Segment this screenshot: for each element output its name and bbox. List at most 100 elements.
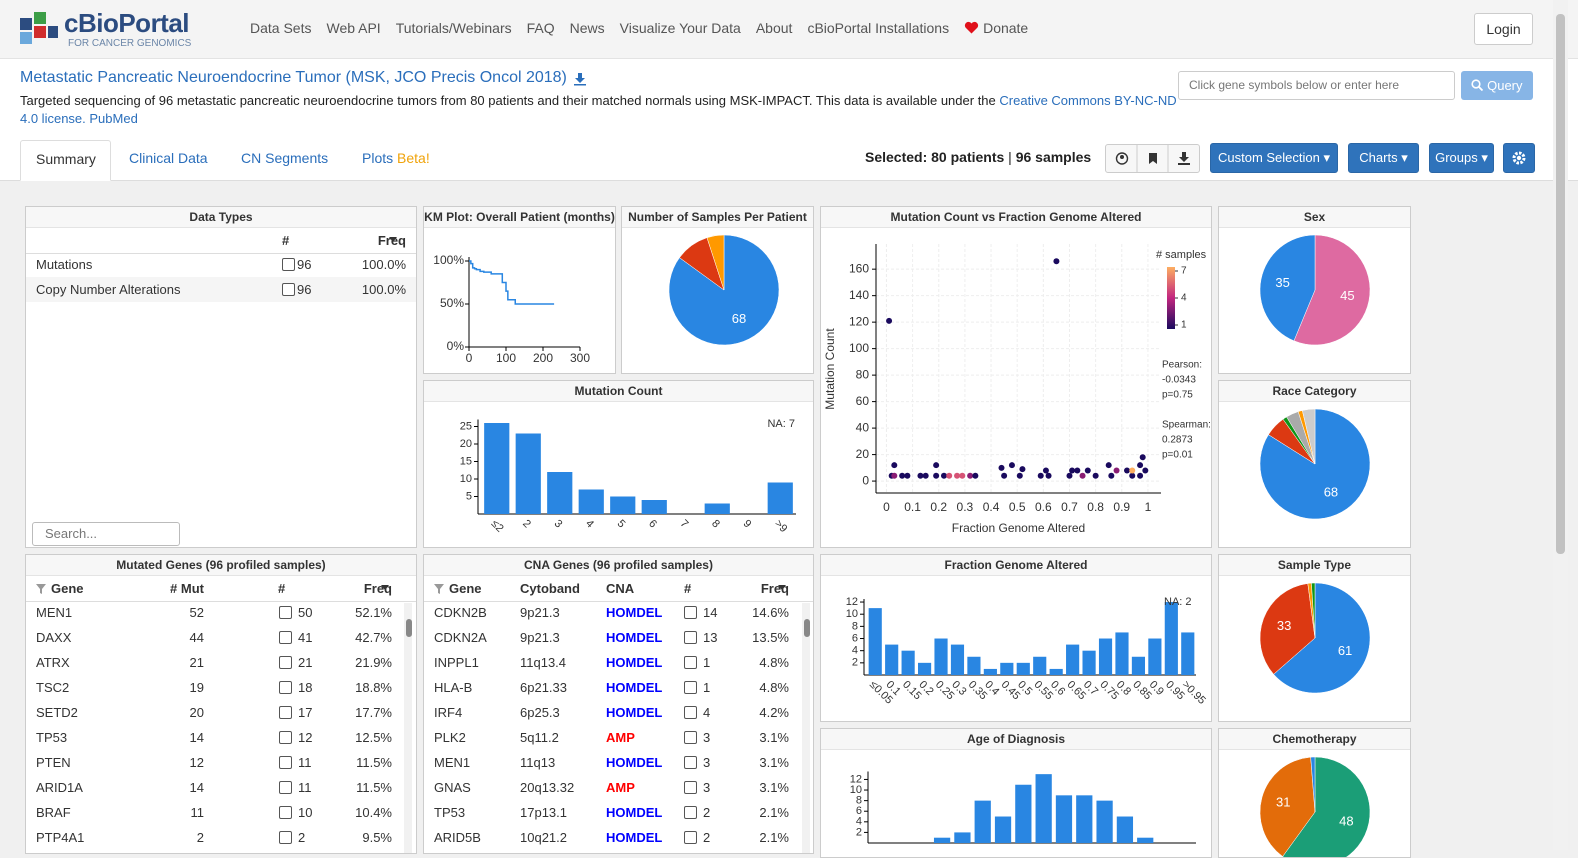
- nav-link[interactable]: Tutorials/Webinars: [395, 20, 512, 36]
- download-icon[interactable]: [573, 72, 587, 86]
- custom-selection-button[interactable]: Custom Selection ▾: [1210, 143, 1338, 173]
- table-cell: 4.2%: [759, 705, 789, 720]
- y-tick-label: 10: [460, 473, 472, 485]
- column-header[interactable]: Cytoband: [520, 581, 580, 596]
- login-button[interactable]: Login: [1474, 13, 1533, 45]
- table-scrollbar[interactable]: [404, 603, 412, 853]
- checkbox[interactable]: [279, 606, 292, 619]
- gene-input[interactable]: Click gene symbols below or enter here: [1178, 71, 1455, 100]
- pubmed-link[interactable]: PubMed: [89, 111, 138, 126]
- nav-link[interactable]: FAQ: [526, 20, 555, 36]
- column-header[interactable]: Freq: [363, 581, 392, 596]
- search-box[interactable]: Search...: [32, 522, 180, 546]
- table-cell: 100.0%: [361, 257, 406, 272]
- chart: 48 31: [1259, 756, 1371, 857]
- table-cell: 13: [703, 630, 718, 645]
- table-cell: 19: [189, 680, 204, 695]
- checkbox[interactable]: [684, 631, 697, 644]
- bar: [885, 644, 899, 675]
- nav-link[interactable]: Visualize Your Data: [619, 20, 741, 36]
- checkbox[interactable]: [279, 781, 292, 794]
- charts-button[interactable]: Charts ▾: [1348, 143, 1419, 173]
- nav-link[interactable]: News: [569, 20, 605, 36]
- table-scroll-thumb[interactable]: [804, 619, 810, 637]
- column-header[interactable]: Gene: [51, 581, 84, 596]
- nav-link[interactable]: About: [755, 20, 793, 36]
- scatter-point: [933, 462, 940, 469]
- checkbox[interactable]: [279, 681, 292, 694]
- panel-title: Age of Diagnosis: [821, 729, 1211, 750]
- correlation-text: Spearman:: [1162, 420, 1211, 431]
- x-tick-label: 4: [583, 518, 596, 531]
- column-header[interactable]: CNA: [606, 581, 635, 596]
- legend-title: # samples: [1156, 249, 1207, 261]
- checkbox[interactable]: [684, 656, 697, 669]
- query-button[interactable]: Query: [1461, 71, 1533, 100]
- y-tick-label: 12: [850, 773, 862, 785]
- table-scroll-thumb[interactable]: [406, 619, 412, 637]
- nav-link[interactable]: cBioPortal Installations: [807, 20, 950, 36]
- donate-link[interactable]: Donate: [964, 20, 1028, 36]
- tab-label: Plots: [362, 150, 394, 166]
- checkbox[interactable]: [684, 681, 697, 694]
- x-tick-label: 0.6: [1035, 500, 1052, 514]
- table-cell: 10: [298, 805, 313, 820]
- table-cell: 14: [189, 730, 204, 745]
- checkbox[interactable]: [279, 756, 292, 769]
- table-cell: 20q13.32: [520, 780, 575, 795]
- checkbox[interactable]: [684, 756, 697, 769]
- column-header[interactable]: Freq: [760, 581, 789, 596]
- table-cell: 2: [703, 805, 711, 820]
- tab[interactable]: Plots Beta!: [362, 150, 430, 166]
- scrollbar-thumb[interactable]: [1556, 14, 1565, 554]
- checkbox[interactable]: [684, 706, 697, 719]
- chart: 45 35: [1259, 234, 1371, 346]
- column-header[interactable]: #: [278, 581, 286, 596]
- nav-link[interactable]: Data Sets: [250, 20, 312, 36]
- table-cell: 3.1%: [759, 755, 789, 770]
- column-header[interactable]: Gene: [449, 581, 482, 596]
- settings-button[interactable]: [1503, 143, 1535, 173]
- checkbox[interactable]: [279, 706, 292, 719]
- column-header[interactable]: #: [684, 581, 692, 596]
- sample-type-panel: 61 33 Sample Type: [1218, 554, 1411, 722]
- y-tick-label: 100: [849, 341, 869, 355]
- bar: [1033, 656, 1047, 675]
- pie-label: 33: [1277, 618, 1291, 633]
- scatter-point: [1001, 472, 1008, 479]
- nav-link[interactable]: Web API: [326, 20, 381, 36]
- tab[interactable]: Clinical Data: [129, 150, 208, 166]
- tab[interactable]: Summary: [36, 151, 96, 167]
- checkbox[interactable]: [279, 656, 292, 669]
- checkbox[interactable]: [684, 606, 697, 619]
- column-header[interactable]: # Mut: [170, 581, 204, 596]
- checkbox[interactable]: [684, 806, 697, 819]
- checkbox[interactable]: [279, 831, 292, 844]
- scrollbar[interactable]: [1553, 0, 1568, 850]
- icon-button-glyphs[interactable]: [1106, 145, 1199, 172]
- panel-title: Sample Type: [1219, 555, 1410, 576]
- checkbox[interactable]: [279, 631, 292, 644]
- checkbox[interactable]: [684, 781, 697, 794]
- x-tick-label: 1: [1145, 500, 1152, 514]
- checkbox[interactable]: [282, 258, 295, 271]
- tab[interactable]: CN Segments: [241, 150, 329, 166]
- checkbox[interactable]: [279, 806, 292, 819]
- checkbox[interactable]: [282, 283, 295, 296]
- groups-button[interactable]: Groups ▾: [1429, 143, 1494, 173]
- y-axis-title: Mutation Count: [823, 328, 837, 410]
- x-tick-label: 0.4: [983, 500, 1000, 514]
- column-header[interactable]: #: [282, 233, 290, 248]
- checkbox[interactable]: [279, 731, 292, 744]
- scatter-point: [1074, 467, 1081, 474]
- pie-slice: [1302, 408, 1316, 465]
- table-cell: 20: [189, 705, 204, 720]
- table-scrollbar[interactable]: [802, 603, 810, 853]
- study-title[interactable]: Metastatic Pancreatic Neuroendocrine Tum…: [20, 69, 567, 86]
- table-cell: ARID5B: [434, 830, 481, 845]
- checkbox[interactable]: [684, 731, 697, 744]
- table-cell: AMP: [606, 730, 635, 745]
- license-link[interactable]: Creative Commons BY-NC-ND 4.0 license.: [20, 93, 1177, 126]
- logo[interactable]: cBioPortal: [64, 8, 190, 38]
- checkbox[interactable]: [684, 831, 697, 844]
